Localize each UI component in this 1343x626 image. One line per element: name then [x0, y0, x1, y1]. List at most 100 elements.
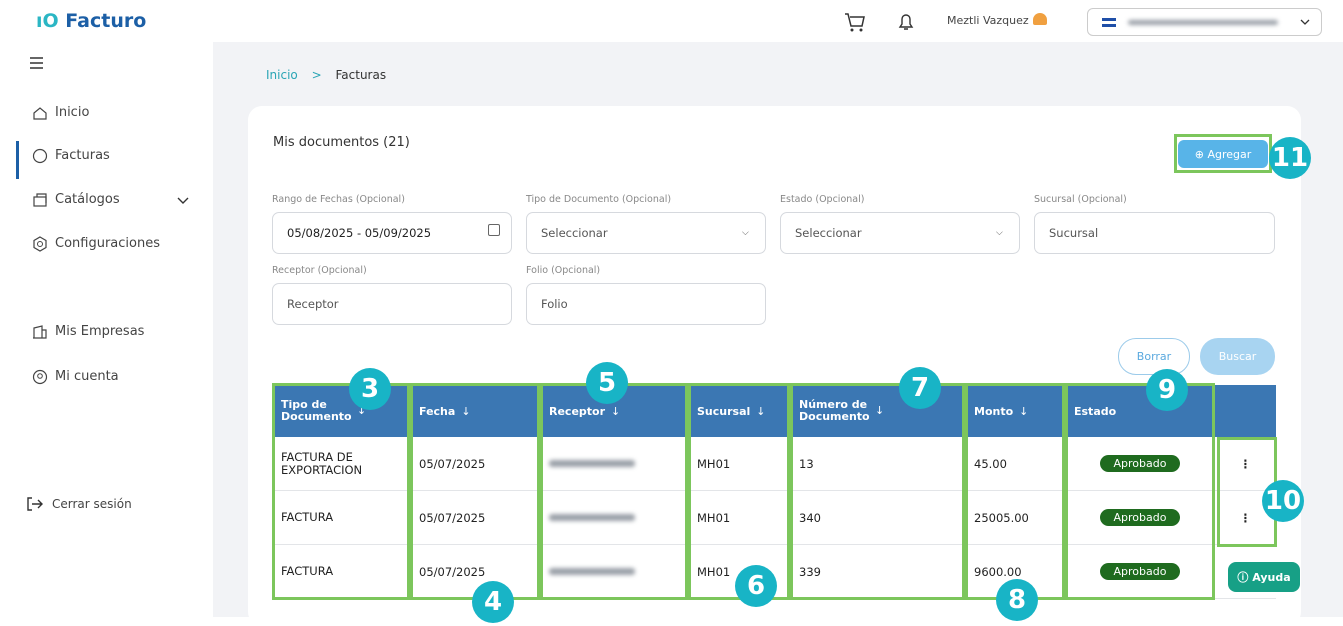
sort-icon[interactable]: ↓: [756, 404, 766, 418]
add-button[interactable]: ⊕ Agregar: [1178, 140, 1268, 168]
nav-item[interactable]: Mi cuenta: [55, 369, 119, 384]
column-header[interactable]: Monto ↓: [965, 385, 1065, 437]
optional-text: (Opcional): [621, 194, 672, 205]
row-actions[interactable]: [1215, 545, 1276, 599]
brand: Facturo: [65, 10, 147, 32]
nav-item[interactable]: Facturas: [55, 148, 110, 163]
highlight-box: [790, 383, 965, 600]
status-badge: Aprobado: [1099, 509, 1181, 526]
catalog-icon: [33, 193, 47, 207]
filter-input[interactable]: Folio: [526, 283, 766, 325]
header-text: Estado: [1074, 404, 1117, 418]
column-header[interactable]: Fecha ↓: [410, 385, 540, 437]
table-cell: Aprobado: [1065, 437, 1215, 491]
filter-input[interactable]: Sucursal: [1034, 212, 1275, 254]
logout[interactable]: Cerrar sesión: [52, 497, 132, 511]
status-badge: Aprobado: [1099, 563, 1181, 580]
filter-label: Rango de Fechas (Opcional): [272, 194, 405, 205]
table-cell: MH01: [688, 491, 790, 545]
home-icon: [33, 107, 47, 120]
table-cell: MH01: [688, 437, 790, 491]
table-cell: FACTURA: [272, 491, 410, 545]
logo[interactable]: ıO Facturo: [36, 10, 146, 32]
annotation-number: 8: [996, 579, 1038, 621]
label-text: Receptor: [272, 265, 315, 276]
table-cell: 05/07/2025: [410, 491, 540, 545]
company-icon: [33, 325, 47, 339]
nav-item[interactable]: Configuraciones: [55, 236, 160, 251]
sort-icon[interactable]: ↓: [1019, 404, 1029, 418]
column-header[interactable]: Tipo de Documento ↓: [272, 385, 410, 437]
blurred-company: [1128, 20, 1278, 25]
sort-icon[interactable]: ↓: [875, 404, 885, 417]
highlight-box: [965, 383, 1065, 600]
annotation-number: 11: [1269, 137, 1311, 179]
search-button[interactable]: Buscar: [1200, 338, 1275, 375]
highlight-box: [272, 383, 410, 600]
cart-icon[interactable]: [843, 11, 865, 33]
label-text: Rango de Fechas: [272, 194, 353, 205]
filter-label: Estado (Opcional): [780, 194, 864, 205]
calendar-icon: [488, 224, 500, 236]
company-select[interactable]: [1087, 8, 1322, 36]
nav-item[interactable]: Mis Empresas: [55, 324, 145, 339]
sort-icon[interactable]: ↓: [357, 404, 367, 417]
blurred-receptor: [549, 514, 635, 521]
add-label: Agregar: [1207, 147, 1252, 161]
menu-icon[interactable]: [30, 57, 44, 69]
bell-icon[interactable]: [896, 11, 916, 33]
annotation-number: 7: [899, 367, 941, 409]
user-name[interactable]: Meztli Vazquez: [947, 14, 1029, 27]
clear-button[interactable]: Borrar: [1118, 338, 1190, 375]
column-header[interactable]: Sucursal ↓: [688, 385, 790, 437]
blurred-receptor: [549, 460, 635, 467]
filter-label: Receptor (Opcional): [272, 265, 367, 276]
annotation-number: 3: [349, 368, 391, 410]
nav-item[interactable]: Inicio: [55, 105, 90, 120]
table-cell: 05/07/2025: [410, 437, 540, 491]
table-cell: [540, 491, 688, 545]
filter-input[interactable]: 05/08/2025 - 05/09/2025: [272, 212, 512, 254]
chevron: [1300, 19, 1310, 25]
sort-icon[interactable]: ↓: [611, 404, 621, 418]
highlight-box: [410, 383, 540, 600]
dropdown-chevron: ⌵: [996, 228, 1003, 238]
filter-label: Folio (Opcional): [526, 265, 600, 276]
breadcrumb-separator: >: [311, 68, 322, 82]
highlight-box: [1065, 383, 1215, 600]
user-avatar: [1033, 13, 1047, 25]
column-header[interactable]: Estado: [1065, 385, 1215, 437]
header-text: Tipo de Documento: [281, 398, 352, 423]
table-cell: FACTURA DE EXPORTACION: [272, 437, 410, 491]
header-text: Receptor: [549, 404, 606, 418]
table-cell: 25005.00: [965, 491, 1065, 545]
filter-input[interactable]: Receptor: [272, 283, 512, 325]
row-actions[interactable]: ⋮: [1215, 437, 1276, 491]
filter-label: Tipo de Documento (Opcional): [526, 194, 671, 205]
optional-text: (Opcional): [1077, 194, 1127, 205]
chevron[interactable]: [177, 197, 189, 205]
breadcrumb-current: Facturas: [335, 68, 387, 82]
table-cell: [540, 437, 688, 491]
filter-input[interactable]: Seleccionar: [780, 212, 1020, 254]
filter-input[interactable]: Seleccionar: [526, 212, 766, 254]
annotation-number: 9: [1146, 369, 1188, 411]
dropdown-chevron: ⌵: [742, 228, 749, 238]
annotation-number: 5: [586, 362, 628, 404]
logout-icon: [27, 497, 43, 511]
annotation-number: 10: [1262, 480, 1304, 522]
account-icon: [32, 369, 48, 385]
annotation-number: 6: [735, 565, 777, 607]
nav-item[interactable]: Catálogos: [55, 192, 120, 207]
optional-text: (Opcional): [551, 265, 601, 276]
blurred-receptor: [549, 568, 635, 575]
highlight-box: [540, 383, 688, 600]
breadcrumb-link[interactable]: Inicio: [266, 68, 298, 82]
flag: [1102, 18, 1116, 27]
optional-text: (Opcional): [317, 265, 367, 276]
sort-icon[interactable]: ↓: [461, 404, 471, 418]
help-button[interactable]: ⓘ Ayuda: [1228, 562, 1300, 592]
label-text: Estado: [780, 194, 813, 205]
settings-icon: [33, 236, 47, 252]
